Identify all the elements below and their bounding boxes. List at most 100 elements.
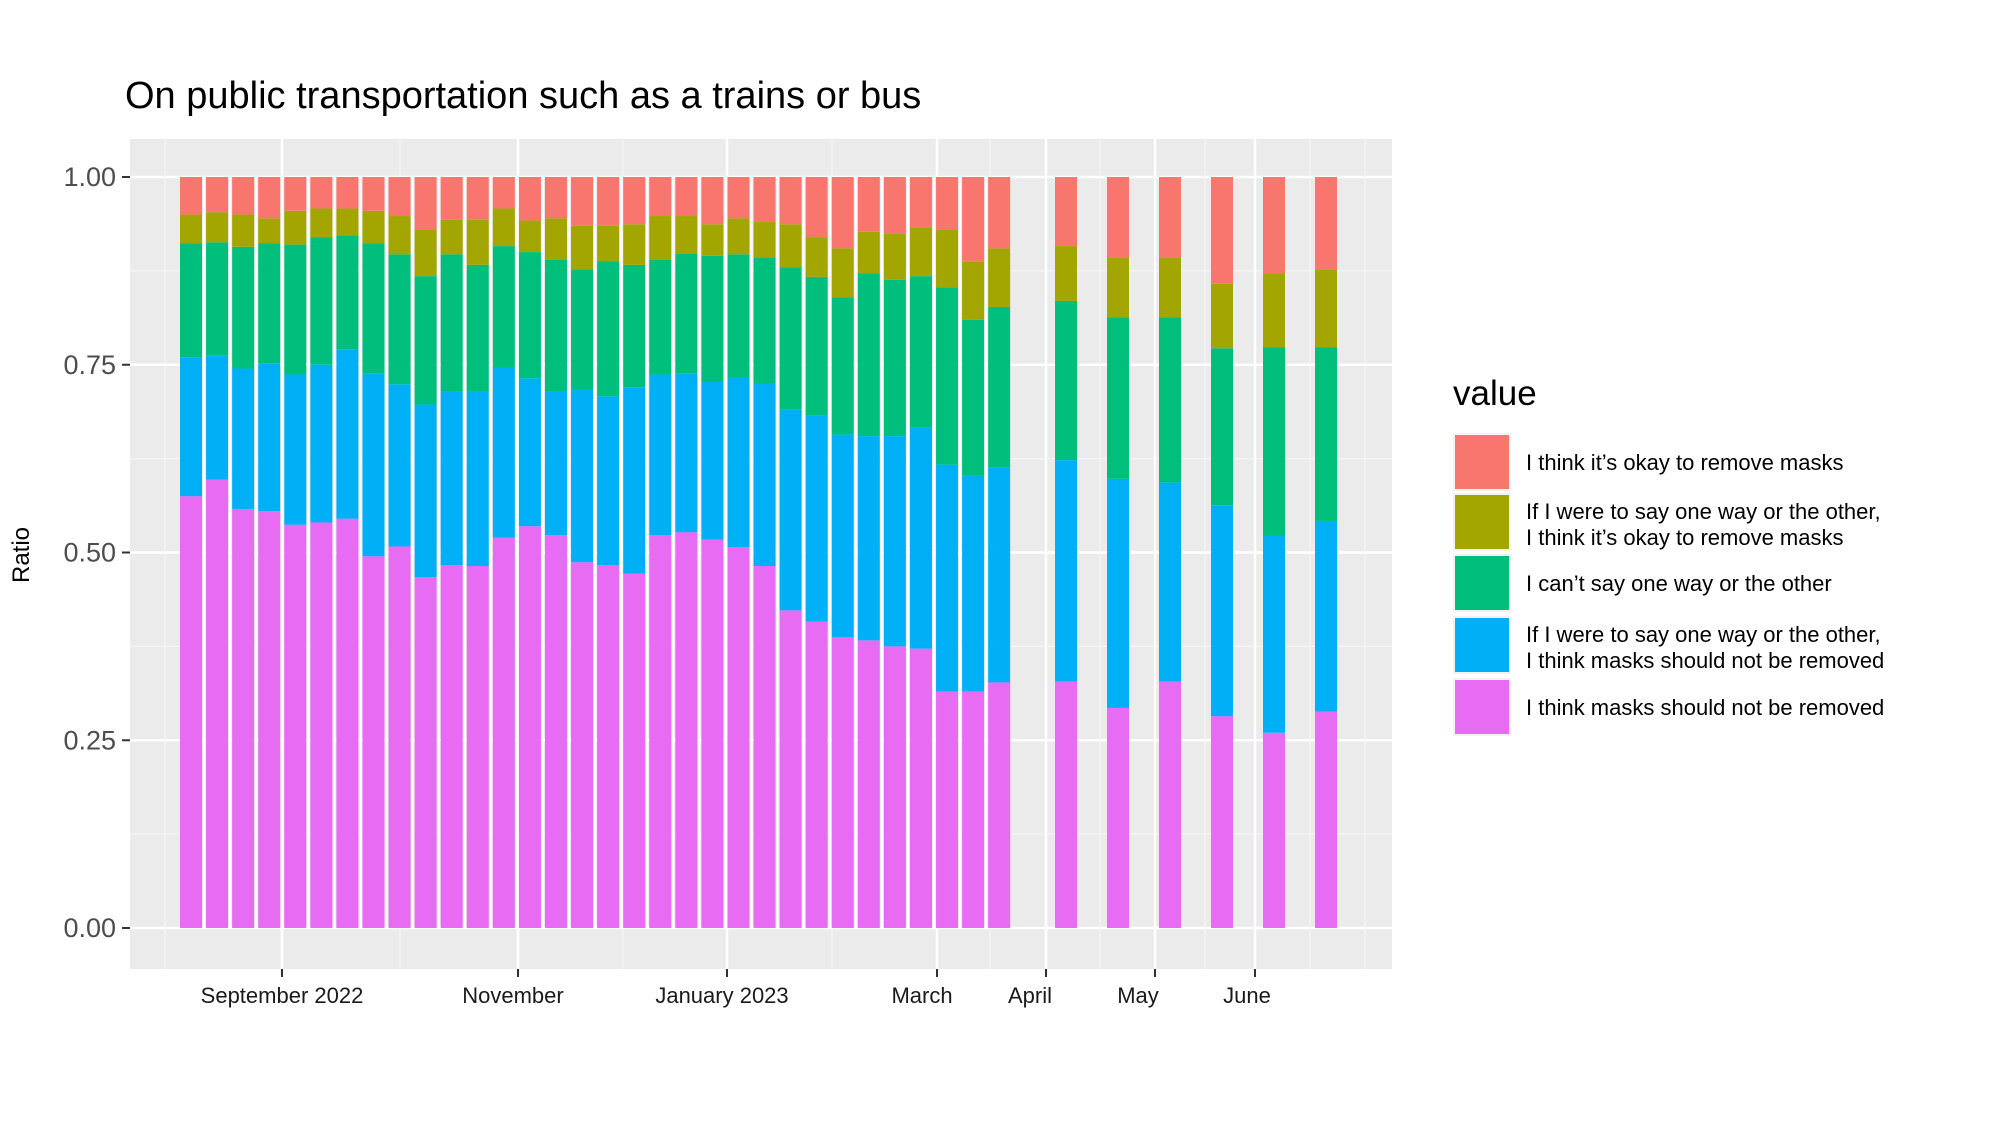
bar-segment xyxy=(414,404,437,578)
bar xyxy=(988,177,1011,928)
y-tick-label: 0.75 xyxy=(63,350,116,380)
bar-segment xyxy=(518,252,541,379)
legend-label: I think masks should not be removed xyxy=(1526,695,1884,720)
bar-segment xyxy=(362,556,385,928)
bar-segment xyxy=(440,177,463,220)
bar-segment xyxy=(649,374,672,536)
bar-segment xyxy=(258,243,281,364)
bar-segment xyxy=(362,210,385,244)
bar-segment xyxy=(701,382,724,540)
bar-segment xyxy=(883,177,906,234)
bar xyxy=(571,177,594,928)
bar-segment xyxy=(571,269,594,390)
legend-label: I can’t say one way or the other xyxy=(1526,571,1832,596)
bar-segment xyxy=(258,218,281,244)
x-tick-label: November xyxy=(462,983,563,1008)
bar-segment xyxy=(1107,257,1129,318)
bar-segment xyxy=(597,225,620,262)
bar-segment xyxy=(206,479,229,928)
bar-segment xyxy=(336,518,359,928)
bar xyxy=(909,177,932,928)
bar-segment xyxy=(805,276,828,416)
bar-segment xyxy=(284,177,307,211)
bar-segment xyxy=(1055,460,1077,682)
bar-segment xyxy=(701,177,724,225)
bar-segment xyxy=(310,177,333,209)
bar-segment xyxy=(988,467,1011,683)
bar-segment xyxy=(623,264,646,388)
bar xyxy=(1315,177,1337,928)
bar-segment xyxy=(779,610,802,928)
x-tick-label: March xyxy=(891,983,952,1008)
bar-segment xyxy=(857,436,880,641)
bar-segment xyxy=(544,535,567,928)
bar-segment xyxy=(388,384,411,547)
bar-segment xyxy=(440,391,463,566)
bar xyxy=(727,177,750,928)
bar-segment xyxy=(362,243,385,374)
bar-segment xyxy=(701,224,724,256)
bar-segment xyxy=(753,177,776,223)
bar xyxy=(675,177,698,928)
bar-segment xyxy=(258,511,281,928)
bar-segment xyxy=(1055,246,1077,301)
bar-segment xyxy=(962,475,985,692)
bar-segment xyxy=(571,562,594,928)
bar-segment xyxy=(362,177,385,211)
bar-segment xyxy=(336,349,359,519)
bar-segment xyxy=(571,225,594,270)
legend-key xyxy=(1455,618,1509,672)
bar-segment xyxy=(180,214,202,244)
bar-segment xyxy=(701,539,724,928)
bar-segment xyxy=(597,565,620,928)
bar-segment xyxy=(675,373,698,533)
bar-segment xyxy=(727,218,750,255)
legend-label: If I were to say one way or the other, xyxy=(1526,622,1881,647)
bar xyxy=(936,177,959,928)
bar-segment xyxy=(388,216,411,255)
bar-segment xyxy=(779,267,802,410)
bar-segment xyxy=(1159,177,1181,258)
bar-segment xyxy=(492,537,515,928)
bar-segment xyxy=(544,259,567,392)
bar xyxy=(440,177,463,928)
bar-segment xyxy=(440,254,463,392)
bar-segment xyxy=(883,233,906,280)
bar-segment xyxy=(414,276,437,405)
bar-segment xyxy=(1315,347,1337,521)
bar-segment xyxy=(779,409,802,611)
bar-segment xyxy=(180,243,202,358)
bar xyxy=(258,177,281,928)
bar-segment xyxy=(936,177,959,230)
bar-segment xyxy=(883,279,906,437)
bar-segment xyxy=(805,237,828,277)
bar-segment xyxy=(649,259,672,375)
bar-segment xyxy=(1211,177,1233,284)
bar-segment xyxy=(518,220,541,253)
bar-segment xyxy=(414,577,437,928)
bar-segment xyxy=(831,434,854,638)
bar-segment xyxy=(232,177,255,215)
bar-segment xyxy=(492,246,515,368)
bar-segment xyxy=(1159,482,1181,682)
bar xyxy=(466,177,489,928)
bar-segment xyxy=(831,637,854,928)
bar xyxy=(1055,177,1077,928)
legend-key xyxy=(1455,680,1509,734)
bar-segment xyxy=(1315,269,1337,348)
bar-segment xyxy=(753,383,776,567)
bar-segment xyxy=(232,214,255,247)
y-axis-label: Ratio xyxy=(8,527,35,583)
bar-segment xyxy=(962,177,985,262)
bar-segment xyxy=(284,374,307,525)
bar-segment xyxy=(440,565,463,928)
bar-segment xyxy=(623,224,646,265)
bar-segment xyxy=(727,177,750,219)
bar-segment xyxy=(1211,716,1233,928)
legend-label: If I were to say one way or the other, xyxy=(1526,499,1881,524)
bar-segment xyxy=(1315,177,1337,270)
bar xyxy=(336,177,359,928)
bar-segment xyxy=(258,363,281,512)
bar-segment xyxy=(440,219,463,255)
bar-segment xyxy=(1159,257,1181,318)
